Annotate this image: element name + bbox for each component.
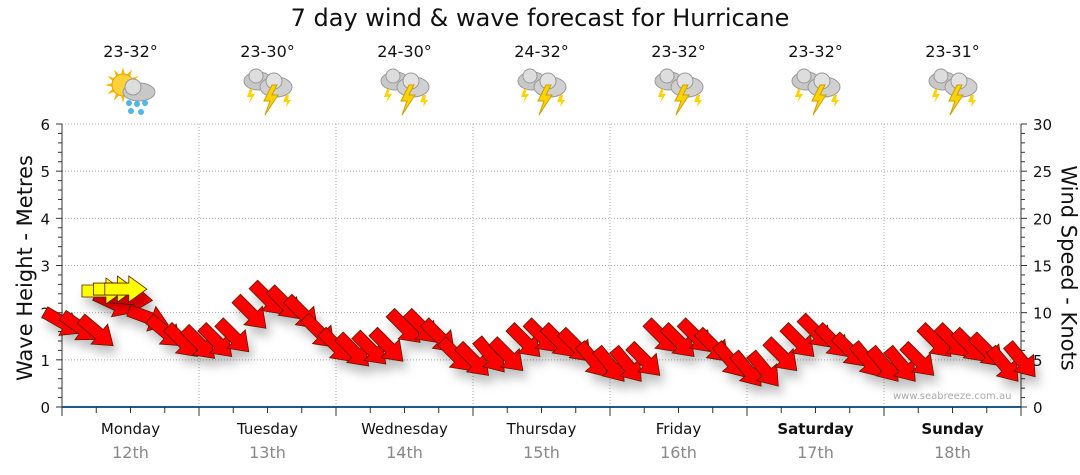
y-tick-label-right: 5 <box>1033 352 1043 370</box>
day-label: Monday <box>100 420 161 438</box>
wind-arrow <box>659 322 695 358</box>
wind-highlight-arrow <box>104 275 148 303</box>
date-label: 16th <box>660 443 697 462</box>
wind-arrow <box>351 329 387 365</box>
day-label: Tuesday <box>236 420 299 438</box>
temperature-range: 24-32° <box>514 42 569 61</box>
temperature-range: 23-31° <box>925 42 980 61</box>
y-axis-right-label: Wind Speed - Knots <box>1056 165 1080 371</box>
y-tick-label-left: 1 <box>40 352 50 370</box>
y-tick-label-right: 30 <box>1033 116 1052 134</box>
date-label: 15th <box>523 443 560 462</box>
wind-arrow <box>609 344 642 382</box>
date-label: 17th <box>797 443 834 462</box>
forecast-sunday: 23-31° <box>884 42 1021 117</box>
forecast-monday: 23-32° <box>62 42 199 117</box>
sun-cloud-rain-icon <box>104 67 155 115</box>
wind-arrow <box>746 349 779 387</box>
date-label: 13th <box>249 443 286 462</box>
y-tick-label-left: 4 <box>40 210 50 228</box>
day-label: Wednesday <box>361 420 448 438</box>
date-label: 14th <box>386 443 423 462</box>
wind-arrow <box>779 322 815 358</box>
wind-arrow <box>985 344 1019 382</box>
wind-arrow <box>368 326 404 362</box>
wind-arrow <box>214 317 250 353</box>
temperature-range: 23-32° <box>651 42 706 61</box>
wind-arrow <box>505 322 541 358</box>
thunderstorm-icon <box>654 68 703 116</box>
temperature-range: 23-32° <box>103 42 158 61</box>
wind-arrow <box>899 340 935 376</box>
forecast-saturday: 23-32° <box>747 42 884 117</box>
temperature-range: 23-30° <box>240 42 295 61</box>
y-tick-label-right: 25 <box>1033 163 1052 181</box>
forecast-wednesday: 24-30° <box>336 42 473 117</box>
wind-arrow <box>454 340 490 376</box>
y-tick-label-left: 0 <box>40 399 50 417</box>
y-tick-label-right: 20 <box>1033 210 1052 228</box>
wind-arrow <box>488 336 524 372</box>
day-label: Friday <box>655 420 702 438</box>
date-label: 12th <box>112 443 149 462</box>
thunderstorm-icon <box>517 68 566 116</box>
thunderstorm-icon <box>243 68 292 116</box>
y-tick-label-right: 0 <box>1033 399 1043 417</box>
temperature-range: 23-32° <box>788 42 843 61</box>
forecast-friday: 23-32° <box>610 42 747 117</box>
wind-arrow <box>762 336 798 372</box>
forecast-thursday: 24-32° <box>473 42 610 117</box>
forecast-tuesday: 23-30° <box>199 42 336 117</box>
day-label: Saturday <box>777 420 854 438</box>
y-tick-label-right: 15 <box>1033 258 1052 276</box>
thunderstorm-icon <box>380 68 429 116</box>
thunderstorm-icon <box>791 68 840 116</box>
thunderstorm-icon <box>928 68 977 116</box>
watermark: www.seabreeze.com.au <box>893 391 1012 402</box>
wind-arrow <box>1002 340 1036 378</box>
y-tick-label-right: 10 <box>1033 305 1052 323</box>
chart-title: 7 day wind & wave forecast for Hurricane <box>290 4 790 32</box>
wind-series <box>41 279 1036 387</box>
day-label: Sunday <box>921 420 984 438</box>
y-tick-label-left: 5 <box>40 163 50 181</box>
y-axis-left-label: Wave Height - Metres <box>12 155 37 381</box>
wind-arrow <box>76 313 114 347</box>
date-label: 18th <box>934 443 971 462</box>
wind-arrow <box>625 340 661 376</box>
wind-highlight-series <box>81 275 148 305</box>
day-label: Thursday <box>506 420 577 438</box>
wind-arrow <box>883 344 916 382</box>
wind-arrow <box>231 293 267 329</box>
y-tick-label-left: 3 <box>40 258 50 276</box>
wind-arrow <box>197 322 233 358</box>
temperature-range: 24-30° <box>377 42 432 61</box>
y-tick-label-left: 6 <box>40 116 50 134</box>
